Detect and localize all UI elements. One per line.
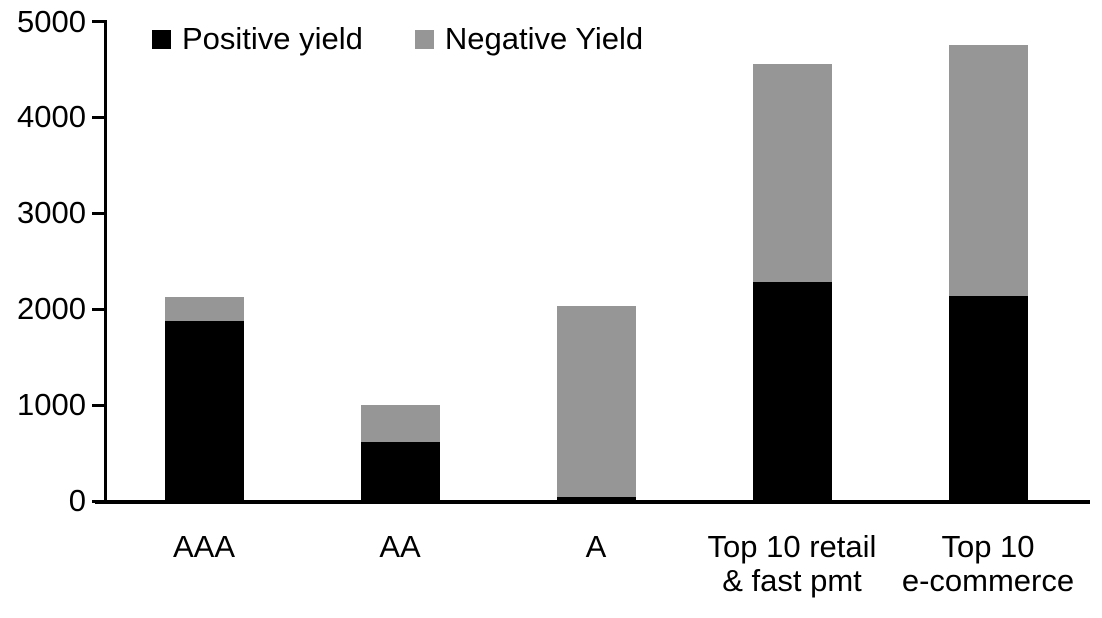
bar-segment: [752, 63, 832, 283]
legend-item-negative-yield: Negative Yield: [414, 21, 644, 56]
y-tick-label: 2000: [17, 291, 86, 327]
bar-segment: [948, 295, 1028, 501]
legend-swatch-negative-icon: [414, 29, 434, 49]
y-tick-mark: [92, 307, 105, 311]
x-tick-label: Top 10 e-commerce: [901, 529, 1075, 598]
bar-segment: [360, 441, 440, 501]
y-tick-mark: [92, 211, 105, 215]
y-tick-label: 0: [68, 483, 86, 518]
x-tick-label: Top 10 retail & fast pmt: [707, 529, 877, 598]
x-tick-label: AA: [379, 529, 421, 564]
y-tick-label: 3000: [17, 195, 86, 231]
x-axis-line: [95, 500, 1090, 504]
legend-label-positive: Positive yield: [182, 21, 363, 56]
y-tick-mark: [92, 115, 105, 119]
y-tick-mark: [92, 20, 105, 23]
bar-segment: [556, 497, 636, 501]
legend: Positive yield Negative Yield: [152, 22, 643, 56]
y-axis-line: [104, 20, 107, 504]
bar-segment: [164, 296, 244, 321]
legend-swatch-positive-icon: [152, 29, 171, 49]
bar-segment: [752, 282, 832, 501]
y-tick-mark: [92, 499, 105, 503]
legend-item-positive-yield: Positive yield: [152, 22, 363, 56]
bar-segment: [164, 320, 244, 501]
y-tick-label: 5000: [17, 3, 86, 39]
y-tick-label: 1000: [17, 387, 86, 423]
x-tick-label: A: [585, 529, 607, 564]
x-tick-label: AAA: [172, 529, 236, 564]
y-tick-mark: [92, 403, 105, 407]
y-tick-label: 4000: [17, 99, 86, 135]
legend-label-negative: Negative Yield: [444, 21, 644, 56]
bar-segment: [360, 405, 440, 442]
bar-segment: [948, 44, 1028, 296]
bar-segment: [556, 306, 636, 498]
